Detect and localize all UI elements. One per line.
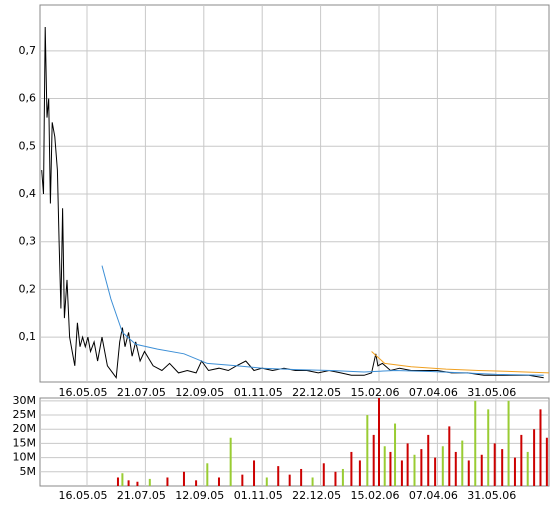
volume-bar xyxy=(427,434,430,486)
volume-bar xyxy=(182,471,185,486)
x-tick-label: 07.04.06 xyxy=(409,386,458,399)
volume-bar xyxy=(136,481,139,486)
volume-bar xyxy=(229,437,232,486)
volume-bar xyxy=(513,457,516,486)
x-tick-label: 22.12.05 xyxy=(292,489,341,502)
volume-bar xyxy=(400,460,403,486)
volume-bar xyxy=(350,451,353,486)
y-tick-label: 0,5 xyxy=(19,139,37,152)
x-tick-label: 01.11.05 xyxy=(234,386,283,399)
volume-bar xyxy=(448,426,451,486)
volume-bar xyxy=(394,423,397,486)
volume-bar xyxy=(454,451,457,486)
volume-bar xyxy=(434,457,437,486)
volume-bar xyxy=(366,415,369,486)
volume-bar xyxy=(288,474,291,486)
volume-bar xyxy=(116,477,119,486)
volume-bar xyxy=(253,460,256,486)
x-tick-label: 07.04.06 xyxy=(409,489,458,502)
y-tick-label: 0,6 xyxy=(19,92,37,105)
y-tick-label: 15M xyxy=(13,436,37,449)
volume-bar xyxy=(127,480,130,486)
volume-bar xyxy=(148,478,151,486)
y-tick-label: 5M xyxy=(20,465,37,478)
volume-bar xyxy=(300,468,303,486)
x-tick-label: 21.07.05 xyxy=(117,489,166,502)
x-tick-label: 01.11.05 xyxy=(234,489,283,502)
y-tick-label: 30M xyxy=(13,394,37,407)
volume-bar xyxy=(420,449,423,486)
volume-bar xyxy=(493,443,496,486)
volume-bar xyxy=(311,477,314,486)
y-tick-label: 10M xyxy=(13,451,37,464)
x-tick-label: 31.05.06 xyxy=(467,489,516,502)
volume-bar xyxy=(322,463,325,486)
volume-bar xyxy=(217,477,220,486)
volume-bar xyxy=(121,473,124,486)
volume-bar xyxy=(277,466,280,486)
volume-bar xyxy=(526,451,529,486)
y-tick-label: 0,7 xyxy=(19,44,37,57)
volume-bar xyxy=(241,474,244,486)
x-tick-label: 21.07.05 xyxy=(117,386,166,399)
volume-bar xyxy=(265,477,268,486)
plot-frame xyxy=(39,397,550,487)
volume-bar xyxy=(378,398,380,486)
volume-bar xyxy=(195,480,198,486)
volume-bar xyxy=(358,460,361,486)
volume-bar xyxy=(334,471,337,486)
volume-bar xyxy=(480,454,483,486)
volume-bar xyxy=(372,434,375,486)
volume-bar xyxy=(545,437,548,486)
x-tick-label: 16.05.05 xyxy=(59,386,108,399)
volume-bar xyxy=(341,468,344,486)
y-tick-label: 0,1 xyxy=(19,330,37,343)
x-tick-label: 31.05.06 xyxy=(467,386,516,399)
volume-bar xyxy=(474,400,477,486)
volume-bar xyxy=(383,446,386,486)
volume-bar xyxy=(441,446,444,486)
y-tick-label: 0,3 xyxy=(19,235,37,248)
price-line xyxy=(101,265,544,376)
x-tick-label: 12.09.05 xyxy=(175,489,224,502)
x-tick-label: 22.12.05 xyxy=(292,386,341,399)
volume-bar xyxy=(166,477,169,486)
volume-bar xyxy=(461,440,464,486)
y-tick-label: 0,4 xyxy=(19,187,37,200)
volume-bar xyxy=(520,434,523,486)
price-line xyxy=(41,26,544,380)
volume-bar xyxy=(413,454,416,486)
volume-bar xyxy=(467,460,470,486)
y-tick-label: 25M xyxy=(13,408,37,421)
volume-bar xyxy=(206,463,209,486)
price-line xyxy=(371,351,550,374)
y-tick-label: 0,2 xyxy=(19,282,37,295)
x-tick-label: 15.02.06 xyxy=(351,386,400,399)
x-tick-label: 15.02.06 xyxy=(351,489,400,502)
x-tick-label: 12.09.05 xyxy=(175,386,224,399)
volume-bar xyxy=(507,400,510,486)
volume-bar xyxy=(501,449,504,486)
volume-bar xyxy=(533,429,536,486)
y-tick-label: 20M xyxy=(13,422,37,435)
x-tick-label: 16.05.05 xyxy=(59,489,108,502)
volume-bar xyxy=(406,443,409,486)
volume-bar xyxy=(539,409,542,486)
volume-bar xyxy=(389,451,392,486)
volume-bar xyxy=(487,409,490,486)
